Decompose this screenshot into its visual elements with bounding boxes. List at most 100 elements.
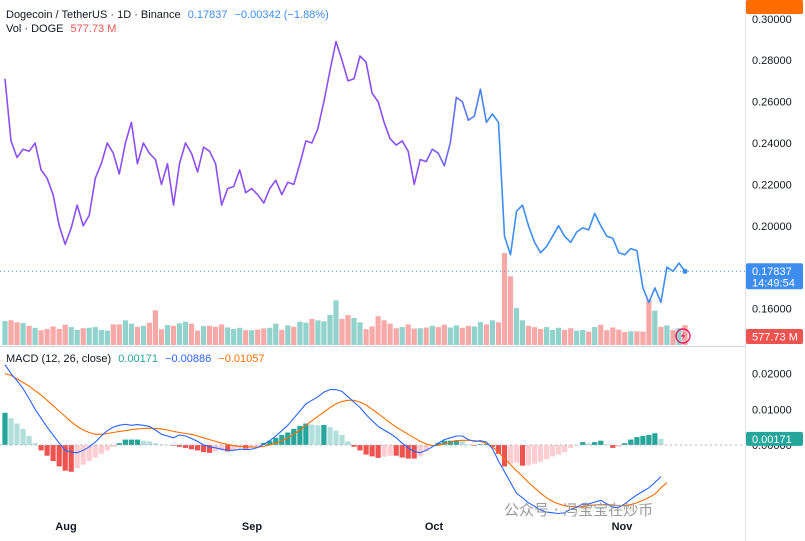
macd-histogram-bar — [465, 444, 471, 445]
volume-bar — [682, 325, 688, 345]
macd-histogram-bar — [32, 443, 38, 445]
macd-histogram-bar — [525, 445, 532, 466]
volume-bar — [351, 317, 357, 345]
macd-tick-label: 0.01000 — [752, 404, 792, 416]
macd-histogram-bar — [231, 445, 237, 450]
macd-histogram-bar — [2, 412, 8, 445]
volume-bar — [580, 329, 586, 345]
volume-bar — [465, 325, 471, 345]
volume-bar — [201, 326, 207, 345]
volume-bar — [507, 276, 514, 345]
time-axis-label: Sep — [242, 521, 262, 533]
macd-histogram-bar — [351, 445, 357, 447]
price-tick-label: 0.22000 — [752, 179, 792, 191]
volume-bar — [519, 320, 526, 345]
volume-bar — [525, 325, 532, 345]
volume-bar — [249, 330, 255, 345]
volume-bar — [435, 327, 441, 345]
volume-bar — [339, 318, 345, 345]
volume-bar — [279, 329, 285, 345]
volume-bar — [652, 310, 658, 345]
symbol-title[interactable]: Dogecoin / TetherUS · 1D · Binance — [6, 9, 181, 21]
macd-histogram-bar — [249, 445, 255, 448]
macd-histogram-bar — [321, 425, 327, 445]
volume-bar — [62, 324, 68, 345]
macd-histogram-bar — [182, 445, 189, 448]
volume-bar — [417, 328, 423, 345]
volume-bar — [219, 324, 225, 345]
signal-line-value: −0.01057 — [218, 353, 265, 365]
macd-histogram-bar — [568, 445, 574, 448]
macd-legend: MACD (12, 26, close) 0.00171 −0.00886 −0… — [6, 353, 268, 365]
macd-histogram-tag — [746, 431, 803, 446]
macd-histogram-bar — [122, 439, 128, 445]
macd-histogram-bar — [309, 424, 315, 445]
macd-histogram-bar — [86, 445, 92, 462]
signal-line — [4, 373, 668, 508]
volume-bar — [267, 327, 273, 345]
volume-bar — [495, 322, 502, 345]
volume-bar — [501, 253, 508, 345]
macd-histogram-bar — [219, 445, 225, 451]
macd-histogram-bar — [56, 445, 62, 467]
macd-histogram-bar — [62, 445, 68, 471]
macd-histogram-bar — [14, 423, 20, 445]
macd-tick-label: 0.02000 — [752, 369, 792, 381]
macd-hist-value: 0.00171 — [118, 353, 158, 365]
volume-bar — [315, 320, 321, 345]
macd-histogram-bar — [164, 445, 171, 446]
macd-histogram-bar — [453, 440, 459, 445]
macd-histogram-bar — [44, 445, 50, 456]
price-legend: Dogecoin / TetherUS · 1D · Binance 0.178… — [6, 9, 333, 21]
macd-histogram-bar — [538, 445, 544, 462]
volume-bar — [375, 316, 381, 345]
macd-histogram-bar — [26, 436, 32, 445]
volume-title[interactable]: Vol · DOGE — [6, 23, 64, 35]
volume-bar — [459, 327, 465, 345]
macd-title[interactable]: MACD (12, 26, close) — [6, 353, 112, 365]
macd-histogram-bar — [116, 443, 122, 445]
macd-histogram-bar — [507, 445, 514, 464]
macd-histogram-bar — [176, 445, 183, 447]
volume-bar — [38, 330, 44, 345]
volume-bar — [188, 323, 195, 345]
price-tick-label: 0.30000 — [752, 14, 792, 26]
macd-histogram-bar — [267, 440, 273, 445]
volume-bar — [550, 329, 556, 345]
volume-bar — [345, 315, 351, 345]
price-tick-label: 0.20000 — [752, 221, 792, 233]
volume-bar — [50, 326, 56, 345]
volume-bar — [207, 325, 213, 345]
macd-histogram-bar — [152, 443, 158, 445]
countdown-timer: 14:49:54 — [752, 277, 795, 289]
volume-bar — [237, 327, 243, 345]
macd-histogram-bar — [405, 445, 411, 459]
volume-bar — [176, 323, 183, 345]
volume-bar — [453, 325, 459, 345]
price-tick-label: 0.16000 — [752, 304, 792, 316]
macd-histogram-bar — [423, 445, 429, 452]
volume-bar — [68, 327, 74, 345]
macd-histogram-bar — [658, 438, 664, 445]
volume-bar — [411, 328, 417, 345]
macd-histogram-bar — [327, 427, 333, 445]
macd-histogram-bar — [303, 423, 309, 445]
signal-line-tag — [746, 0, 803, 14]
macd-histogram-bar — [471, 445, 477, 446]
volume-bar — [146, 322, 152, 345]
macd-histogram-bar — [598, 440, 604, 445]
signal-line-tag-value: −0.01057 — [752, 0, 798, 3]
volume-tag-value: 577.73 M — [752, 332, 798, 344]
macd-histogram-bar — [363, 445, 369, 455]
price-tick-label: 0.24000 — [752, 138, 792, 150]
macd-histogram-bar — [195, 445, 201, 451]
macd-histogram-bar — [447, 440, 453, 445]
volume-bar — [303, 322, 309, 345]
last-price-tag-value: 0.17837 — [752, 266, 792, 278]
volume-tag — [746, 329, 803, 344]
macd-histogram-bar — [38, 445, 44, 451]
macd-histogram-bar — [495, 445, 502, 454]
volume-bar — [98, 329, 104, 345]
macd-histogram-bar — [104, 445, 110, 451]
